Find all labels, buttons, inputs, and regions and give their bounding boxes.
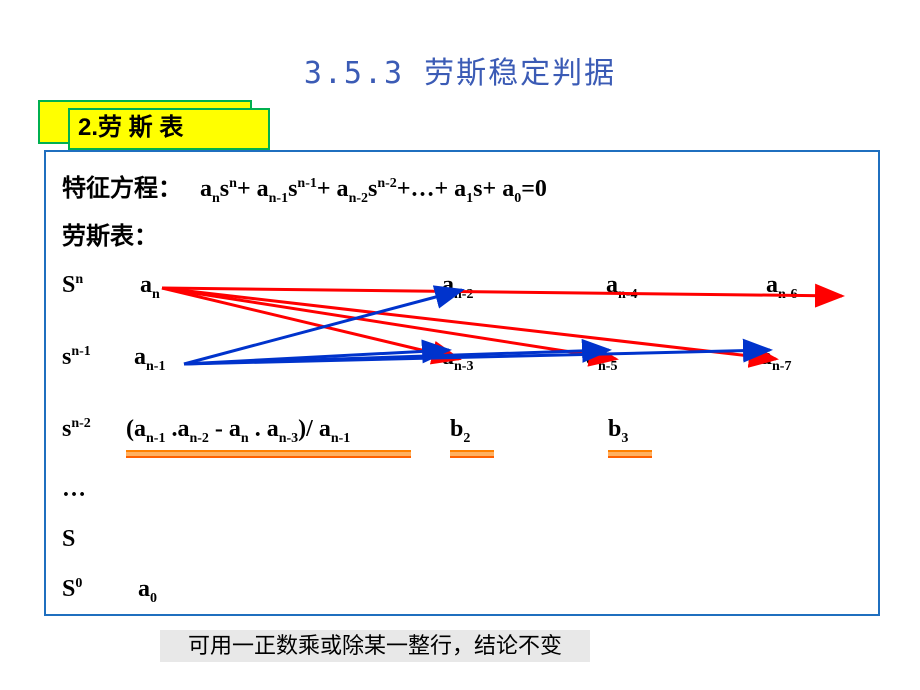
row-power-1: S xyxy=(62,526,75,553)
eq-label: 特征方程： xyxy=(62,176,182,202)
cell-an: an xyxy=(140,272,160,299)
table-label: 劳斯表： xyxy=(62,216,158,251)
cell-an-5: an-5 xyxy=(586,344,617,371)
row-power-n-2: sn-2 xyxy=(62,416,91,443)
row-power-n: Sn xyxy=(62,272,83,299)
cell-an-7: an-7 xyxy=(760,344,791,371)
equation-line: 特征方程： ansn+ an-1sn-1+ an-2sn-2+…+ a1s+ a… xyxy=(62,168,547,203)
underline-1 xyxy=(126,450,411,458)
row-power-0: S0 xyxy=(62,576,82,603)
slide: 3.5.3 劳斯稳定判据 2.劳 斯 表 特征方程： ansn+ an-1sn-… xyxy=(0,0,920,690)
footnote: 可用一正数乘或除某一整行，结论不变 xyxy=(160,630,590,662)
cell-an-3: an-3 xyxy=(442,344,473,371)
cell-an-1: an-1 xyxy=(134,344,165,371)
cell-an-6: an-6 xyxy=(766,272,797,299)
underline-2 xyxy=(450,450,494,458)
row-ellipsis: … xyxy=(62,476,86,503)
cell-a0: a0 xyxy=(138,576,157,603)
cell-b2: b2 xyxy=(450,416,470,443)
section-tab: 2.劳 斯 表 xyxy=(68,108,270,150)
tab-label: 2.劳 斯 表 xyxy=(78,114,183,141)
cell-b1-formula: (an-1 .an-2 - an . an-3)/ an-1 xyxy=(126,416,350,443)
slide-title: 3.5.3 劳斯稳定判据 xyxy=(0,48,920,92)
underline-3 xyxy=(608,450,652,458)
cell-an-2: an-2 xyxy=(442,272,473,299)
content-box xyxy=(44,150,880,616)
cell-an-4: an-4 xyxy=(606,272,637,299)
cell-b3: b3 xyxy=(608,416,628,443)
row-power-n-1: sn-1 xyxy=(62,344,91,371)
